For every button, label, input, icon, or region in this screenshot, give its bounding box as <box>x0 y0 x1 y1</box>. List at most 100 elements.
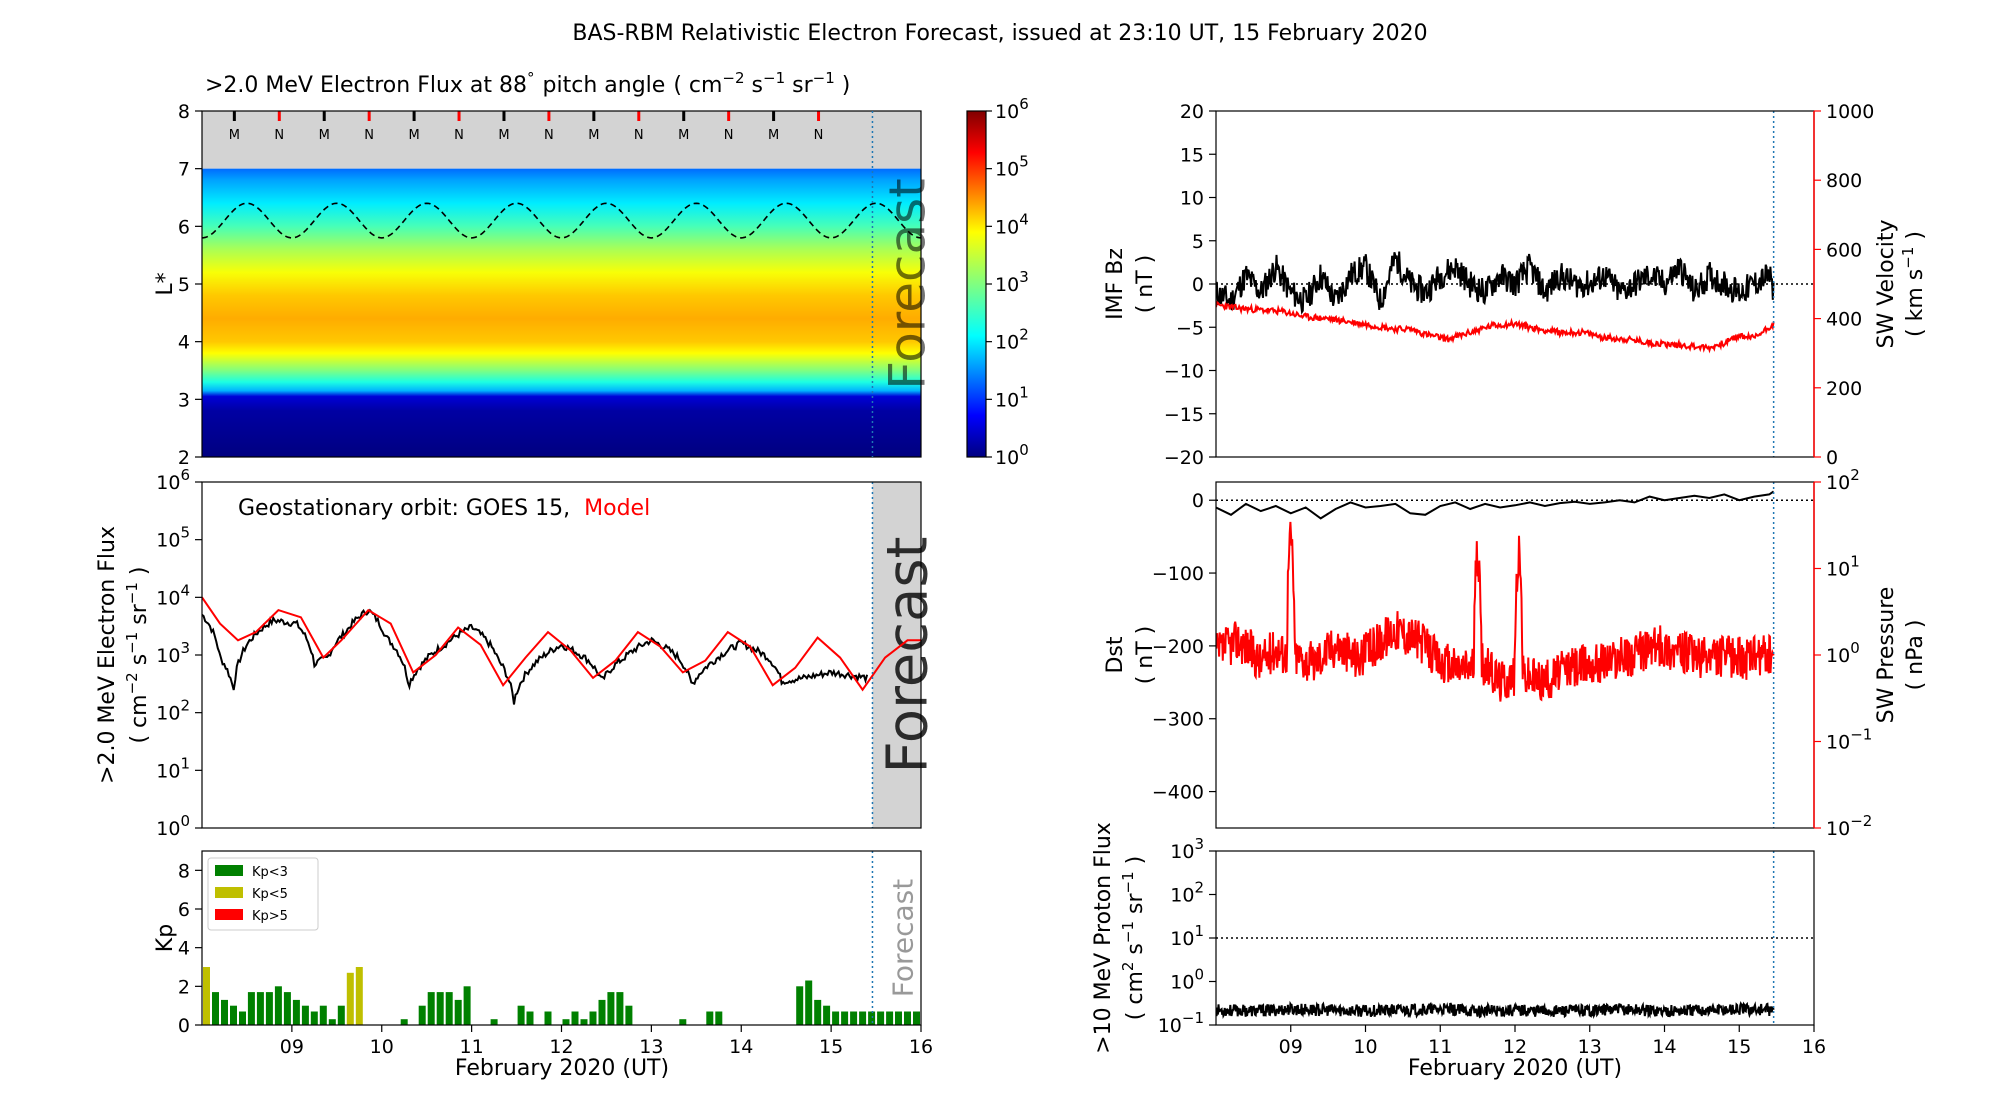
kp-ytick-label-0: 0 <box>178 1015 190 1037</box>
sw-velocity-ytick-label-3: 600 <box>1826 239 1862 261</box>
heatmap-ytick-label-1: 3 <box>178 389 190 411</box>
proton-ylabel-units-part-6: ) <box>1123 856 1148 872</box>
sw-pressure-ytick-label-3-exp: 1 <box>1850 553 1860 571</box>
kp-xtick-label-0: 09 <box>280 1036 304 1058</box>
mlt-marker-label-0: M <box>229 128 240 143</box>
sw-pressure-ytick-label-4-exp: 2 <box>1850 466 1860 484</box>
proton-ylabel-units-part-5: −1 <box>1119 871 1137 893</box>
proton-xtick-label-2: 11 <box>1428 1036 1452 1058</box>
imf-bz-line <box>1216 251 1775 315</box>
mlt-marker-label-13: N <box>814 128 824 143</box>
proton-ytick-label-2-base: 10 <box>1170 928 1194 950</box>
heatmap-title-units-part-4: sr <box>785 73 813 98</box>
kp-bar-56 <box>706 1011 714 1025</box>
colorbar-tick-label-4-exp: 4 <box>1019 210 1029 228</box>
kp-bar-16 <box>346 972 354 1025</box>
heatmap-gray-region <box>202 111 921 169</box>
heatmap-ytick-label-6: 8 <box>178 101 190 123</box>
geo-ytick-label-6-exp: 6 <box>180 466 190 484</box>
heatmap-title-units-part-6: ) <box>835 73 851 98</box>
colorbar-tick-label-2: 102 <box>995 326 1029 354</box>
kp-legend-label-high: Kp>5 <box>252 909 288 924</box>
geo-ylabel-units-part-5: −1 <box>123 582 141 604</box>
proton-ytick-label-0: 10−1 <box>1158 1009 1204 1037</box>
dst-ylabel: Dst <box>1103 636 1128 673</box>
kp-bar-46 <box>616 992 624 1025</box>
kp-legend-swatch-mid <box>215 887 243 898</box>
kp-xtick-label-4: 13 <box>639 1036 663 1058</box>
sw-pressure-ytick-label-4: 102 <box>1826 466 1860 494</box>
geo-ytick-label-6: 106 <box>156 466 190 494</box>
kp-bar-76 <box>886 1011 894 1025</box>
kp-xtick-label-5: 14 <box>729 1036 753 1058</box>
proton-ylabel-units: ( cm2 s−1 sr−1 ) <box>1119 856 1148 1020</box>
proton-ylabel-units-part-3: −1 <box>1119 921 1137 943</box>
geo-ytick-label-0: 100 <box>156 812 190 840</box>
sw-velocity-line <box>1216 300 1775 354</box>
colorbar-fill <box>966 110 987 458</box>
sw-pressure-ytick-label-1-exp: −1 <box>1850 726 1872 744</box>
mlt-marker-label-9: N <box>634 128 644 143</box>
mlt-marker-label-8: M <box>588 128 599 143</box>
colorbar-tick-label-1-exp: 1 <box>1019 383 1029 401</box>
kp-xtick-label-7: 16 <box>909 1036 933 1058</box>
colorbar-tick-label-6-exp: 6 <box>1019 95 1029 113</box>
proton-xtick-label-1: 10 <box>1353 1036 1377 1058</box>
colorbar-tick-label-6: 106 <box>995 95 1029 123</box>
kp-bar-79 <box>913 1011 920 1025</box>
kp-bar-67 <box>805 980 813 1025</box>
sw-pressure-ytick-label-2-exp: 0 <box>1850 639 1860 657</box>
kp-bar-53 <box>679 1019 687 1025</box>
colorbar-tick-label-1-base: 10 <box>995 389 1019 411</box>
mlt-marker-label-10: M <box>678 128 689 143</box>
heatmap-flux-field <box>202 168 921 457</box>
colorbar-tick-label-5-exp: 5 <box>1019 153 1029 171</box>
kp-bar-12 <box>310 1011 318 1025</box>
colorbar-tick-label-1: 101 <box>995 383 1029 411</box>
proton-ylabel: >10 MeV Proton Flux <box>1091 822 1116 1054</box>
geo-ylabel-units-part-2: s <box>127 654 152 672</box>
colorbar-tick-label-2-base: 10 <box>995 332 1019 354</box>
kp-bar-26 <box>436 992 444 1025</box>
imf-ytick-label-8: 20 <box>1180 101 1204 123</box>
geo-ytick-label-1-exp: 1 <box>180 754 190 772</box>
heatmap-title-units-part-0: ( cm <box>673 73 722 98</box>
kp-bar-2 <box>221 999 228 1025</box>
sw-pressure-ytick-label-0-exp: −2 <box>1850 812 1872 830</box>
kp-ytick-label-4: 8 <box>178 860 190 882</box>
kp-bar-42 <box>580 1019 588 1025</box>
proton-ytick-label-3-base: 10 <box>1170 885 1194 907</box>
colorbar-tick-label-3: 103 <box>995 268 1029 296</box>
kp-bar-10 <box>292 999 300 1025</box>
kp-bar-15 <box>337 1005 345 1025</box>
sw-velocity-ytick-label-4: 800 <box>1826 170 1862 192</box>
imf-ytick-label-7: 15 <box>1180 144 1204 166</box>
heatmap-forecast-label: Forecast <box>878 178 936 390</box>
sw-velocity-units-part-1: −1 <box>1899 247 1917 269</box>
mlt-marker-label-11: N <box>724 128 734 143</box>
heatmap-ytick-label-2: 4 <box>178 332 190 354</box>
sw-pressure-ytick-label-0-base: 10 <box>1826 818 1850 840</box>
kp-bar-13 <box>319 1005 327 1025</box>
panel-dst-pressure: Dst ( nT ) SW Pressure ( nPa ) −400−300−… <box>1103 466 1928 840</box>
kp-bar-22 <box>400 1019 408 1025</box>
heatmap-ytick-label-4: 6 <box>178 216 190 238</box>
kp-bar-3 <box>230 1005 237 1025</box>
proton-x-ticks: 09 10 11 12 13 14 15 16 <box>1279 1025 1826 1058</box>
kp-xtick-label-2: 11 <box>460 1036 484 1058</box>
proton-ytick-label-0-exp: −1 <box>1182 1009 1204 1027</box>
panel-geo-flux: Forecast Geostationary orbit: GOES 15, Mo… <box>95 466 940 840</box>
kp-bar-5 <box>247 992 255 1025</box>
mlt-marker-label-6: M <box>498 128 509 143</box>
kp-ytick-label-3: 6 <box>178 899 190 921</box>
sw-velocity-ylabel: SW Velocity <box>1874 219 1899 348</box>
proton-ylabel-units-part-1: 2 <box>1119 962 1137 972</box>
dst-ytick-label-0: −400 <box>1152 782 1204 804</box>
colorbar-tick-label-5-base: 10 <box>995 159 1019 181</box>
sw-pressure-ytick-label-3-base: 10 <box>1826 559 1850 581</box>
geo-ytick-label-0-base: 10 <box>156 818 180 840</box>
kp-bar-9 <box>283 992 291 1025</box>
proton-ytick-label-4: 103 <box>1170 835 1204 863</box>
kp-ytick-label-2: 4 <box>178 938 190 960</box>
